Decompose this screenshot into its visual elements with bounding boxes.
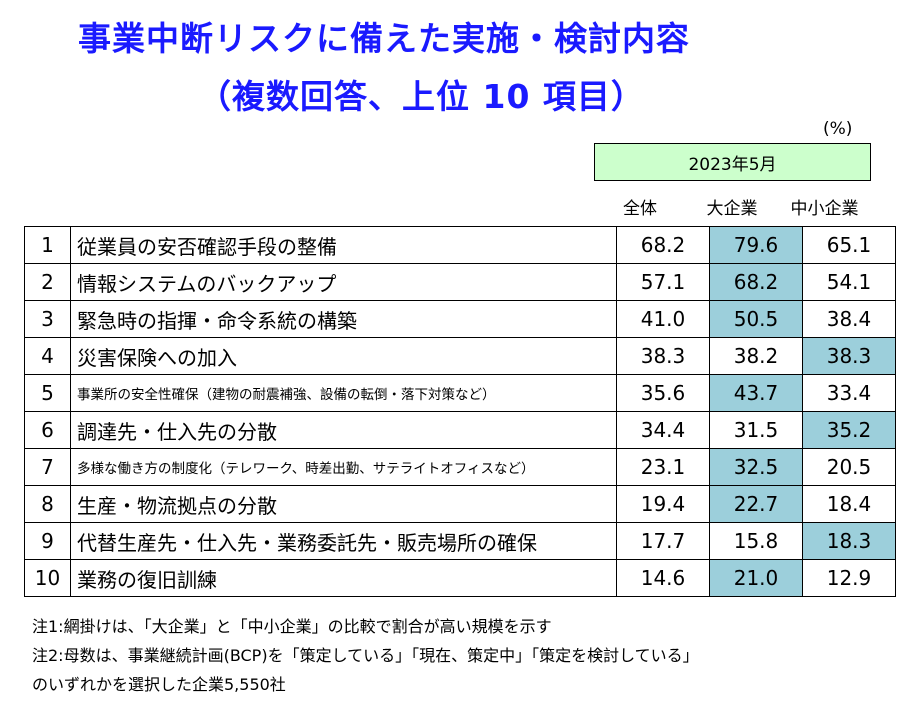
value-sme-cell: 20.5 <box>802 448 896 486</box>
value-sme-cell: 65.1 <box>802 226 896 264</box>
period-header: 2023年5月 <box>594 143 871 181</box>
rank-cell: 3 <box>24 300 71 338</box>
table-row: 4 災害保険への加入 38.3 38.2 38.3 <box>24 337 896 375</box>
value-all-cell: 35.6 <box>616 374 710 412</box>
table-row: 7 多様な働き方の制度化（テレワーク、時差出勤、サテライトオフィスなど） 23.1 3… <box>24 448 896 486</box>
item-cell: 多様な働き方の制度化（テレワーク、時差出勤、サテライトオフィスなど） <box>70 448 617 486</box>
value-sme-cell: 18.4 <box>802 485 896 523</box>
column-header-sme: 中小企業 <box>790 198 859 219</box>
value-sme-cell: 38.4 <box>802 300 896 338</box>
item-cell: 事業所の安全性確保（建物の耐震補強、設備の転倒・落下対策など） <box>70 374 617 412</box>
notes: 注1:網掛けは、「大企業」と「中小企業」の比較で割合が高い規模を示す 注2:母数… <box>32 612 699 699</box>
item-cell: 情報システムのバックアップ <box>70 263 617 301</box>
item-cell: 災害保険への加入 <box>70 337 617 375</box>
value-large-cell: 22.7 <box>709 485 803 523</box>
rank-cell: 1 <box>24 226 71 264</box>
rank-cell: 6 <box>24 411 71 449</box>
value-sme-cell: 33.4 <box>802 374 896 412</box>
table-row: 9 代替生産先・仕入先・業務委託先・販売場所の確保 17.7 15.8 18.3 <box>24 522 896 560</box>
note-3: のいずれかを選択した企業5,550社 <box>32 675 286 694</box>
value-all-cell: 23.1 <box>616 448 710 486</box>
item-cell: 代替生産先・仕入先・業務委託先・販売場所の確保 <box>70 522 617 560</box>
item-cell: 生産・物流拠点の分散 <box>70 485 617 523</box>
table-row: 2 情報システムのバックアップ 57.1 68.2 54.1 <box>24 263 896 301</box>
value-all-cell: 19.4 <box>616 485 710 523</box>
column-header-all: 全体 <box>623 198 657 219</box>
value-all-cell: 17.7 <box>616 522 710 560</box>
note-2: 注2:母数は、事業継続計画(BCP)を「策定している」「現在、策定中」「策定を検… <box>32 646 699 665</box>
value-large-cell: 43.7 <box>709 374 803 412</box>
table-row: 6 調達先・仕入先の分散 34.4 31.5 35.2 <box>24 411 896 449</box>
rank-cell: 4 <box>24 337 71 375</box>
table-row: 8 生産・物流拠点の分散 19.4 22.7 18.4 <box>24 485 896 523</box>
rank-cell: 8 <box>24 485 71 523</box>
value-sme-cell: 38.3 <box>802 337 896 375</box>
value-all-cell: 38.3 <box>616 337 710 375</box>
value-all-cell: 34.4 <box>616 411 710 449</box>
item-cell: 業務の復旧訓練 <box>70 559 617 597</box>
item-cell: 緊急時の指揮・命令系統の構築 <box>70 300 617 338</box>
value-large-cell: 68.2 <box>709 263 803 301</box>
table-row: 10 業務の復旧訓練 14.6 21.0 12.9 <box>24 559 896 597</box>
rank-cell: 2 <box>24 263 71 301</box>
column-header-large: 大企業 <box>706 198 758 219</box>
table-row: 1 従業員の安否確認手段の整備 68.2 79.6 65.1 <box>24 226 896 264</box>
ranking-table: 1 従業員の安否確認手段の整備 68.2 79.6 65.1 2 情報システムのバックアップ… <box>24 226 896 597</box>
title-line-2: （複数回答、上位 10 項目） <box>198 77 645 116</box>
value-large-cell: 79.6 <box>709 226 803 264</box>
value-sme-cell: 54.1 <box>802 263 896 301</box>
value-sme-cell: 35.2 <box>802 411 896 449</box>
rank-cell: 9 <box>24 522 71 560</box>
title-line-1: 事業中断リスクに備えた実施・検討内容 <box>78 19 690 58</box>
value-large-cell: 38.2 <box>709 337 803 375</box>
value-large-cell: 31.5 <box>709 411 803 449</box>
value-large-cell: 21.0 <box>709 559 803 597</box>
note-1: 注1:網掛けは、「大企業」と「中小企業」の比較で割合が高い規模を示す <box>32 617 552 636</box>
rank-cell: 7 <box>24 448 71 486</box>
rank-cell: 5 <box>24 374 71 412</box>
value-sme-cell: 12.9 <box>802 559 896 597</box>
item-cell: 従業員の安否確認手段の整備 <box>70 226 617 264</box>
value-all-cell: 68.2 <box>616 226 710 264</box>
value-large-cell: 50.5 <box>709 300 803 338</box>
table-row: 5 事業所の安全性確保（建物の耐震補強、設備の転倒・落下対策など） 35.6 43.7… <box>24 374 896 412</box>
rank-cell: 10 <box>24 559 71 597</box>
unit-label: (%) <box>823 119 853 139</box>
value-all-cell: 14.6 <box>616 559 710 597</box>
value-all-cell: 41.0 <box>616 300 710 338</box>
item-cell: 調達先・仕入先の分散 <box>70 411 617 449</box>
value-all-cell: 57.1 <box>616 263 710 301</box>
value-large-cell: 15.8 <box>709 522 803 560</box>
table-row: 3 緊急時の指揮・命令系統の構築 41.0 50.5 38.4 <box>24 300 896 338</box>
value-large-cell: 32.5 <box>709 448 803 486</box>
value-sme-cell: 18.3 <box>802 522 896 560</box>
